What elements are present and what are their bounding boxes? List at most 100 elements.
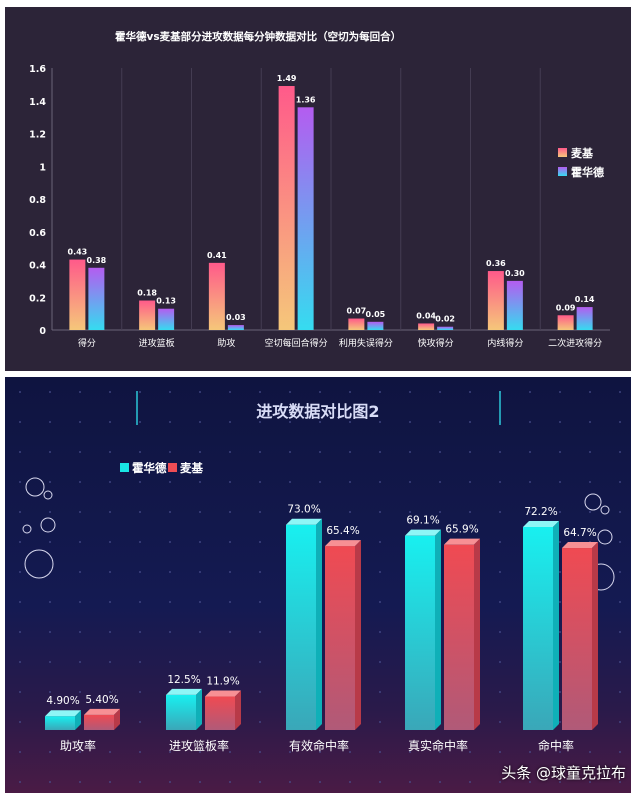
- bar-top-face: [523, 520, 559, 527]
- bar-mcgee: [444, 544, 474, 730]
- legend-label: 霍华德: [132, 461, 167, 475]
- y-tick-label: 0.6: [29, 228, 46, 239]
- bar-howard: [523, 526, 553, 730]
- x-category-label: 有效命中率: [289, 738, 349, 753]
- bar-mcgee: [557, 315, 574, 330]
- chart-2-title: 进攻数据对比图2: [256, 402, 379, 421]
- bar-howard: [45, 716, 75, 730]
- bar-howard: [297, 107, 314, 330]
- legend-swatch: [558, 148, 567, 157]
- x-tick-label: 二次进攻得分: [548, 337, 602, 349]
- data-label: 0.13: [156, 297, 176, 306]
- bar-top-face: [325, 540, 361, 547]
- bar-side-face: [316, 518, 322, 730]
- data-label: 0.04: [416, 311, 436, 320]
- data-label: 0.03: [226, 313, 246, 322]
- data-label: 0.07: [347, 307, 367, 316]
- bar-howard: [88, 267, 105, 330]
- bar-howard: [506, 280, 523, 330]
- data-label: 0.09: [556, 303, 576, 312]
- bar-top-face: [562, 542, 598, 549]
- x-tick-label: 助攻: [217, 337, 235, 349]
- chart-1-svg: 霍华德vs麦基部分进攻数据每分钟数据对比（空切为每回合） 0 0.2 0.4 0.6 0…: [29, 30, 610, 349]
- bar-side-face: [196, 688, 202, 730]
- data-label: 0.43: [68, 248, 88, 257]
- bar-top-face: [45, 710, 81, 717]
- bar-side-face: [114, 708, 120, 730]
- bar-mcgee: [278, 86, 295, 330]
- bar-top-face: [286, 518, 322, 525]
- data-label: 1.49: [277, 74, 297, 83]
- bar-howard: [405, 535, 435, 730]
- data-label: 65.9%: [445, 524, 478, 536]
- data-label: 72.2%: [524, 506, 557, 518]
- bar-howard: [166, 694, 196, 730]
- data-label: 69.1%: [406, 515, 439, 527]
- watermark: 头条 @球童克拉布: [501, 764, 626, 782]
- data-label: 0.36: [486, 259, 506, 268]
- data-label: 65.4%: [326, 525, 359, 537]
- bar-side-face: [435, 529, 441, 730]
- bar-top-face: [84, 708, 120, 715]
- data-label: 0.38: [87, 256, 107, 265]
- bar-mcgee: [84, 714, 114, 730]
- bar-top-face: [444, 538, 480, 545]
- legend-label: 霍华德: [571, 165, 604, 179]
- x-tick-label: 得分: [78, 337, 96, 349]
- x-tick-label: 空切每回合得分: [265, 337, 328, 349]
- data-label: 12.5%: [167, 674, 200, 686]
- data-label: 4.90%: [46, 695, 79, 707]
- x-category-label: 助攻率: [60, 738, 96, 753]
- chart-1-title: 霍华德vs麦基部分进攻数据每分钟数据对比（空切为每回合）: [115, 30, 401, 43]
- bar-howard: [437, 326, 454, 330]
- y-tick-label: 1.4: [29, 97, 46, 108]
- bar-mcgee: [325, 546, 355, 730]
- legend-swatch: [558, 167, 567, 176]
- bar-howard: [576, 307, 593, 330]
- data-label: 0.30: [505, 269, 525, 278]
- bar-howard: [286, 524, 316, 730]
- bar-top-face: [405, 529, 441, 536]
- data-label: 0.14: [575, 295, 595, 304]
- bar-mcgee: [69, 259, 86, 330]
- bar-top-face: [205, 690, 241, 697]
- data-label: 0.05: [366, 310, 386, 319]
- decorative-circles-left: [22, 477, 56, 579]
- y-tick-label: 0.4: [29, 261, 46, 272]
- data-label: 1.36: [296, 95, 316, 104]
- legend-label: 麦基: [180, 461, 203, 475]
- legend-swatch: [120, 463, 129, 472]
- bar-side-face: [592, 542, 598, 730]
- y-tick-label: 0.8: [29, 195, 46, 206]
- bar-mcgee: [348, 318, 365, 330]
- bar-mcgee: [205, 696, 235, 730]
- top-chart-panel: 霍华德vs麦基部分进攻数据每分钟数据对比（空切为每回合） 0 0.2 0.4 0.6 0…: [5, 7, 631, 371]
- bar-howard: [367, 321, 384, 330]
- y-tick-label: 1.6: [29, 64, 46, 75]
- chart-2-svg: 进攻数据对比图2 助攻率 4.90% 5.40% 进攻篮板率 12.5% 11.9% 有效命…: [5, 377, 631, 793]
- x-category-label: 进攻篮板率: [169, 738, 229, 753]
- bar-mcgee: [139, 300, 156, 330]
- bar-howard: [227, 325, 244, 330]
- bar-howard: [158, 308, 175, 330]
- x-tick-label: 利用失误得分: [339, 337, 393, 349]
- legend-swatch: [168, 463, 177, 472]
- bar-mcgee: [487, 271, 504, 330]
- bar-side-face: [235, 690, 241, 730]
- bar-mcgee: [418, 323, 435, 330]
- bar-side-face: [75, 710, 81, 730]
- bar-mcgee: [208, 262, 225, 330]
- y-tick-label: 0: [39, 326, 46, 337]
- bar-mcgee: [562, 548, 592, 730]
- data-label: 5.40%: [85, 694, 118, 706]
- y-tick-label: 1: [39, 162, 46, 173]
- x-category-label: 真实命中率: [408, 738, 468, 753]
- y-tick-label: 0.2: [29, 293, 46, 304]
- data-label: 0.18: [137, 289, 157, 298]
- data-label: 73.0%: [287, 504, 320, 516]
- bar-top-face: [166, 688, 202, 695]
- x-tick-label: 内线得分: [487, 337, 523, 349]
- y-tick-label: 1.2: [29, 130, 46, 141]
- legend-label: 麦基: [571, 146, 594, 160]
- bar-side-face: [474, 538, 480, 730]
